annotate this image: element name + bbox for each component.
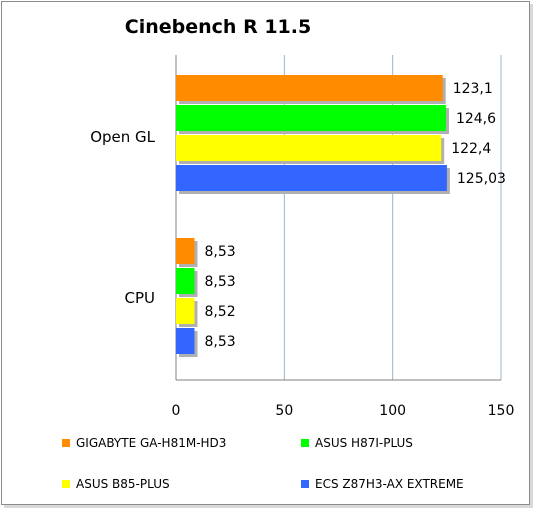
data-label: 124,6 <box>456 111 496 127</box>
data-label: 8,53 <box>204 244 235 260</box>
bar <box>176 135 442 161</box>
bar <box>176 75 443 101</box>
legend-label-asus-h87i: ASUS H87I-PLUS <box>315 436 413 450</box>
legend-swatch-ecs <box>301 480 309 488</box>
legend-item-asus-b85: ASUS B85-PLUS <box>62 477 170 491</box>
legend-swatch-asus-b85 <box>62 480 70 488</box>
bar <box>176 268 195 294</box>
legend-swatch-gigabyte <box>62 439 70 447</box>
bar <box>176 298 195 324</box>
data-label: 8,53 <box>204 274 235 290</box>
legend-label-gigabyte: GIGABYTE GA-H81M-HD3 <box>76 436 227 450</box>
x-tick-label: 150 <box>488 403 515 419</box>
legend-swatch-asus-h87i <box>301 439 309 447</box>
category-label: Open GL <box>90 128 155 146</box>
legend-item-asus-h87i: ASUS H87I-PLUS <box>301 436 413 450</box>
legend-item-ecs: ECS Z87H3-AX EXTREME <box>301 477 464 491</box>
bar <box>176 328 195 354</box>
bar <box>176 105 446 131</box>
bar <box>176 238 195 264</box>
x-tick-label: 50 <box>275 403 293 419</box>
data-label: 122,4 <box>451 141 491 157</box>
bar <box>176 165 447 191</box>
x-tick-label: 0 <box>172 403 181 419</box>
x-tick-label: 100 <box>379 403 406 419</box>
data-label: 8,53 <box>204 334 235 350</box>
data-label: 125,03 <box>457 171 506 187</box>
legend-label-asus-b85: ASUS B85-PLUS <box>76 477 170 491</box>
chart-title: Cinebench R 11.5 <box>124 16 312 38</box>
category-label: CPU <box>125 289 156 307</box>
legend-label-ecs: ECS Z87H3-AX EXTREME <box>315 477 464 491</box>
legend-item-gigabyte: GIGABYTE GA-H81M-HD3 <box>62 436 226 450</box>
data-label: 123,1 <box>453 81 493 97</box>
data-label: 8,52 <box>204 304 235 320</box>
